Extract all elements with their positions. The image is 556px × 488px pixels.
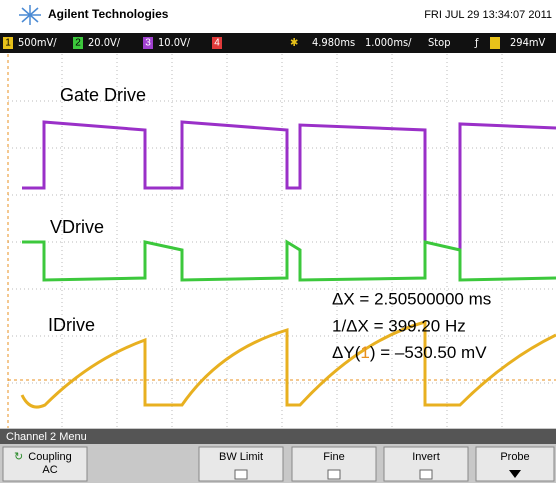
ch3-num: 3 xyxy=(145,38,151,49)
softkey-frame[interactable] xyxy=(2,446,88,482)
softkey[interactable]: ↻ Coupling AC xyxy=(2,446,88,482)
gate-label: Gate Drive xyxy=(60,85,146,105)
delta-y: ΔY(1) = –530.50 mV xyxy=(332,343,487,362)
graticule xyxy=(8,54,556,428)
checkbox xyxy=(234,469,248,480)
inverse-delta-x: 1/ΔX = 399.20 Hz xyxy=(332,316,466,335)
ch2-badge xyxy=(73,37,83,49)
menu-title-bar xyxy=(0,429,556,444)
delta-y-suffix: ) = –530.50 mV xyxy=(370,343,487,362)
softkey[interactable]: Probe xyxy=(475,446,555,482)
softkey-label: BW Limit xyxy=(219,451,263,463)
ch2-num: 2 xyxy=(75,38,81,49)
softkey-value: AC xyxy=(42,464,57,476)
ch1-badge xyxy=(3,37,13,49)
logo xyxy=(19,5,41,25)
ch1-scale: 500mV/ xyxy=(18,36,57,49)
vdrive-trace xyxy=(22,239,556,282)
idrive-label: IDrive xyxy=(48,315,95,335)
trig-ch-badge xyxy=(490,37,500,49)
softkey[interactable]: BW Limit xyxy=(198,446,284,482)
delta-y-prefix: ΔY( xyxy=(332,343,361,362)
delta-x: ΔX = 2.50500000 ms xyxy=(332,289,491,308)
ch3-scale: 10.0V/ xyxy=(158,36,191,49)
softkey-label: Coupling xyxy=(28,451,71,463)
menu-title: Channel 2 Menu xyxy=(6,431,87,443)
softkey[interactable]: Invert xyxy=(383,446,469,482)
ch1-num: 1 xyxy=(5,38,11,49)
checkbox xyxy=(419,469,433,480)
ch3-badge xyxy=(143,37,153,49)
ch4-num: 4 xyxy=(214,38,220,49)
gate-drive-trace xyxy=(22,120,556,270)
ch2-scale: 20.0V/ xyxy=(88,36,121,49)
arrow-icon xyxy=(509,470,521,478)
softkey-label: Probe xyxy=(500,451,529,463)
checkbox xyxy=(327,469,341,480)
softkey[interactable]: Fine xyxy=(291,446,377,482)
trigger-level: 294mV xyxy=(510,36,546,49)
trigger-slope: ƒ xyxy=(474,36,479,49)
delta-y-channel: 1 xyxy=(360,343,369,362)
datetime: FRI JUL 29 13:34:07 2011 xyxy=(424,9,552,21)
run-state: Stop xyxy=(428,36,451,49)
timebase: 1.000ms/ xyxy=(365,36,412,49)
idrive-trace xyxy=(20,320,556,409)
ch4-badge xyxy=(212,37,222,49)
softkey-label: Invert xyxy=(412,451,440,463)
brand: Agilent Technologies xyxy=(48,7,169,21)
vdrive-label: VDrive xyxy=(50,217,104,237)
knob-icon: ↻ xyxy=(14,451,23,463)
status-bar xyxy=(0,33,556,53)
delay: 4.980ms xyxy=(312,36,355,49)
softkey-label: Fine xyxy=(323,451,344,463)
trigger-icon: ✱ xyxy=(290,36,298,49)
